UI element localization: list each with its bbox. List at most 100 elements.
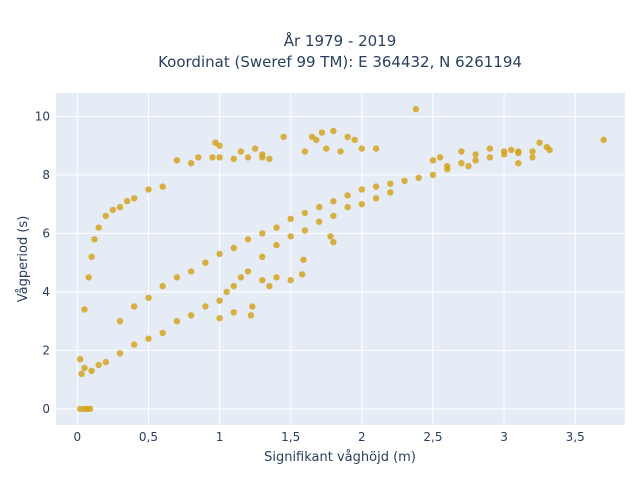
data-point: [344, 192, 351, 199]
data-point: [230, 282, 237, 290]
data-point: [159, 282, 166, 290]
data-point: [88, 253, 95, 260]
data-point: [259, 277, 266, 284]
data-point: [444, 162, 451, 170]
data-point: [230, 155, 237, 162]
data-point: [259, 230, 266, 237]
data-point: [173, 318, 181, 325]
data-point: [344, 133, 351, 141]
data-point: [429, 171, 437, 179]
data-point: [259, 253, 266, 260]
data-point: [298, 271, 306, 278]
data-point: [86, 405, 94, 413]
data-point: [316, 218, 323, 225]
data-point: [415, 174, 422, 181]
data-point: [500, 148, 508, 155]
data-point: [116, 203, 124, 211]
data-point: [173, 274, 181, 281]
y-tick-label: 6: [42, 226, 50, 240]
data-point: [301, 227, 309, 234]
data-point: [508, 146, 515, 154]
data-point: [202, 303, 209, 310]
data-point: [536, 139, 543, 146]
data-point: [546, 146, 553, 154]
data-point: [244, 268, 252, 275]
data-point: [131, 195, 138, 202]
data-points: [77, 105, 607, 413]
data-point: [216, 297, 223, 304]
data-point: [429, 157, 437, 164]
data-point: [486, 154, 494, 161]
data-point: [131, 341, 138, 348]
data-point: [78, 370, 85, 377]
x-tick-label: 0: [74, 430, 82, 444]
data-point: [187, 160, 195, 167]
y-tick-label: 8: [42, 168, 50, 182]
data-point: [412, 105, 420, 113]
data-point: [244, 154, 252, 161]
y-tick-label: 10: [35, 109, 50, 123]
data-point: [313, 136, 320, 143]
data-point: [372, 183, 380, 190]
chart-title-line-1: År 1979 - 2019: [284, 31, 397, 50]
data-point: [216, 250, 223, 258]
data-point: [287, 277, 294, 284]
data-point: [145, 335, 152, 342]
data-point: [273, 241, 280, 249]
data-point: [173, 157, 181, 164]
data-point: [251, 145, 259, 152]
data-point: [529, 148, 536, 155]
data-point: [247, 312, 255, 319]
data-point: [330, 239, 337, 246]
data-point: [337, 148, 344, 155]
data-point: [223, 288, 230, 296]
data-point: [237, 274, 245, 281]
data-point: [81, 364, 88, 372]
data-point: [202, 259, 209, 266]
data-point: [237, 148, 245, 155]
y-tick-label: 4: [42, 285, 50, 299]
data-point: [145, 186, 152, 193]
data-point: [77, 356, 84, 363]
data-point: [529, 154, 536, 161]
data-point: [216, 142, 223, 149]
data-point: [95, 361, 102, 369]
x-tick-label: 3: [500, 430, 508, 444]
x-tick-label: 2,5: [423, 430, 442, 444]
data-point: [159, 329, 166, 337]
data-point: [436, 154, 444, 161]
data-point: [472, 151, 479, 158]
data-point: [358, 186, 365, 193]
data-point: [327, 233, 334, 240]
data-point: [230, 309, 237, 316]
data-point: [109, 206, 117, 214]
data-point: [216, 154, 223, 161]
chart-title-line-2: Koordinat (Sweref 99 TM): E 364432, N 62…: [158, 53, 522, 71]
data-point: [486, 145, 494, 152]
x-tick-label: 2: [358, 430, 366, 444]
data-point: [600, 136, 607, 143]
data-point: [85, 274, 92, 281]
data-point: [344, 203, 351, 211]
data-point: [116, 318, 124, 325]
data-point: [387, 180, 394, 187]
data-point: [287, 233, 294, 240]
data-point: [266, 155, 273, 162]
data-point: [358, 145, 365, 152]
data-point: [195, 154, 202, 161]
data-point: [187, 268, 195, 275]
data-point: [81, 306, 88, 313]
tick-labels: 0 0,5 1 1,5 2 2,5 3 3,5 0 2 4 6 8 10: [35, 109, 585, 444]
data-point: [280, 133, 287, 141]
data-point: [301, 209, 309, 217]
data-point: [249, 303, 256, 310]
data-point: [351, 136, 358, 143]
data-point: [91, 236, 98, 243]
data-point: [187, 312, 195, 319]
data-point: [515, 160, 522, 167]
data-point: [159, 183, 166, 190]
data-point: [131, 303, 138, 310]
data-point: [273, 274, 280, 281]
data-point: [244, 236, 252, 243]
